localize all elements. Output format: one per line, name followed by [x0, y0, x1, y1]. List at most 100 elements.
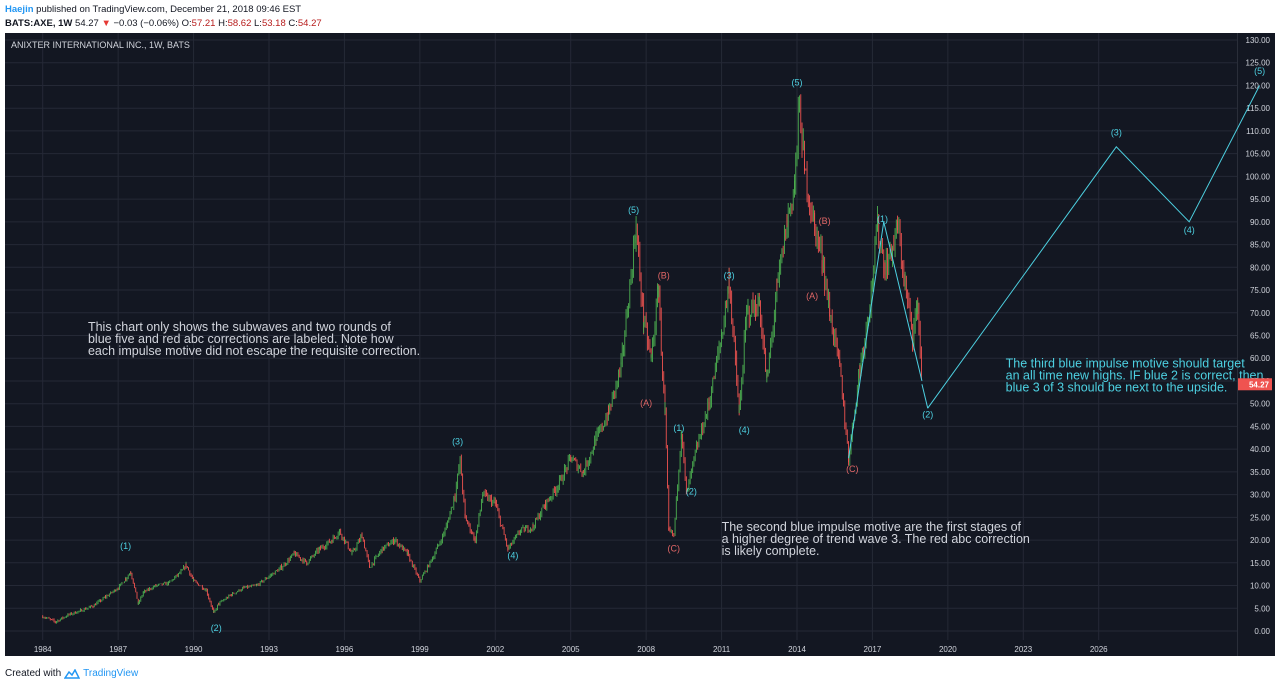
price-change: −0.03 (−0.06%)	[113, 18, 180, 29]
y-tick-label: 0.00	[1254, 627, 1270, 636]
wave-label-red: (B)	[658, 271, 670, 281]
y-tick-label: 75.00	[1250, 286, 1271, 295]
x-tick-label: 2020	[939, 645, 957, 654]
wave-label-red: (C)	[668, 543, 681, 553]
x-tick-label: 2026	[1090, 645, 1108, 654]
annotation-text: The second blue impulse motive are the f…	[722, 520, 1022, 534]
tradingview-brand[interactable]: TradingView	[83, 668, 139, 679]
created-with-text: Created with	[5, 668, 62, 679]
close-value: 54.27	[297, 18, 322, 29]
annotation-text: an all time new highs. IF blue 2 is corr…	[1006, 368, 1264, 382]
wave-label-blue: (5)	[792, 77, 803, 87]
y-tick-label: 105.00	[1246, 150, 1271, 159]
x-tick-label: 2014	[788, 645, 806, 654]
close-label: C:	[288, 18, 298, 29]
wave-label-blue: (4)	[739, 425, 750, 435]
x-tick-label: 2002	[486, 645, 504, 654]
high-label: H:	[218, 18, 228, 29]
price-candles	[42, 94, 922, 624]
x-tick-label: 1996	[336, 645, 354, 654]
y-tick-label: 110.00	[1246, 127, 1270, 136]
wave-label-blue: (2)	[686, 487, 697, 497]
wave-label-blue: (3)	[452, 437, 463, 447]
y-tick-label: 130.00	[1246, 36, 1271, 45]
wave-label-blue: (1)	[877, 214, 888, 224]
open-value: 57.21	[191, 18, 216, 29]
wave-label-red: (A)	[806, 291, 818, 301]
wave-label-blue: (3)	[1111, 127, 1122, 137]
x-tick-label: 2023	[1014, 645, 1032, 654]
y-tick-label: 50.00	[1250, 400, 1271, 409]
annotation-text: each impulse motive did not escape the r…	[88, 344, 420, 358]
author-link[interactable]: Haejin	[5, 4, 34, 15]
low-label: L:	[254, 18, 262, 29]
annotation-text: This chart only shows the subwaves and t…	[88, 320, 391, 334]
y-tick-label: 35.00	[1250, 468, 1271, 477]
price-axis[interactable]	[1237, 33, 1275, 656]
chart-pane[interactable]	[5, 33, 1237, 656]
y-tick-label: 70.00	[1250, 309, 1271, 318]
x-tick-label: 1990	[185, 645, 203, 654]
ohlc-bar: BATS:AXE, 1W 54.27 ▼ −0.03 (−0.06%) O:57…	[5, 18, 322, 29]
open-label: O:	[181, 18, 192, 29]
x-tick-label: 2005	[562, 645, 580, 654]
wave-label-blue: (4)	[507, 550, 518, 560]
annotation-text: The third blue impulse motive should tar…	[1006, 356, 1246, 370]
annotation-text: is likely complete.	[722, 544, 820, 558]
y-tick-label: 120.00	[1246, 81, 1271, 90]
annotation-text: blue 3 of 3 should be next to the upside…	[1006, 380, 1228, 394]
wave-label-blue: (1)	[120, 541, 131, 551]
y-tick-label: 25.00	[1250, 513, 1271, 522]
wave-line	[883, 221, 923, 382]
wave-label-blue: (1)	[673, 423, 684, 433]
wave-label-red: (A)	[640, 398, 652, 408]
projection-connector	[921, 384, 929, 409]
y-tick-label: 10.00	[1250, 582, 1271, 591]
y-tick-label: 5.00	[1254, 604, 1270, 613]
y-tick-label: 90.00	[1250, 218, 1271, 227]
publish-info: Haejin published on TradingView.com, Dec…	[5, 4, 301, 15]
wave-label-blue: (3)	[724, 271, 735, 281]
publish-text: published on TradingView.com, December 2…	[36, 4, 302, 15]
y-tick-label: 40.00	[1250, 445, 1271, 454]
wave-line	[848, 221, 885, 459]
y-tick-label: 15.00	[1250, 559, 1271, 568]
chart-title: ANIXTER INTERNATIONAL INC., 1W, BATS	[11, 40, 190, 50]
y-tick-label: 80.00	[1250, 263, 1271, 272]
low-value: 53.18	[261, 18, 286, 29]
down-arrow-icon: ▼	[101, 18, 111, 29]
y-tick-label: 95.00	[1250, 195, 1271, 204]
y-tick-label: 20.00	[1250, 536, 1271, 545]
x-tick-label: 1987	[109, 645, 127, 654]
projection-line	[927, 85, 1261, 409]
wave-label-blue: (5)	[628, 205, 639, 215]
wave-label-red: (B)	[819, 216, 831, 226]
wave-label-red: (C)	[846, 464, 859, 474]
annotation-text: a higher degree of trend wave 3. The red…	[722, 532, 1030, 546]
last-price-tag-label: 54.27	[1249, 380, 1270, 389]
tradingview-logo-icon	[64, 668, 81, 679]
wave-label-blue: (5)	[1254, 66, 1265, 76]
y-tick-label: 115.00	[1246, 104, 1270, 113]
x-tick-label: 1999	[411, 645, 429, 654]
time-axis[interactable]	[5, 640, 1237, 656]
footer: Created with TradingView	[5, 668, 138, 679]
y-tick-label: 30.00	[1250, 491, 1271, 500]
y-tick-label: 45.00	[1250, 422, 1271, 431]
x-tick-label: 2011	[713, 645, 731, 654]
annotation-text: blue five and red abc corrections are la…	[88, 332, 395, 346]
symbol-label: BATS:AXE, 1W	[5, 18, 73, 29]
wave-label-blue: (2)	[922, 409, 933, 419]
x-tick-label: 1993	[260, 645, 278, 654]
y-tick-label: 100.00	[1246, 172, 1271, 181]
x-tick-label: 1984	[34, 645, 52, 654]
x-tick-label: 2017	[864, 645, 882, 654]
high-value: 58.62	[227, 18, 252, 29]
y-tick-label: 85.00	[1250, 241, 1271, 250]
y-tick-label: 125.00	[1246, 59, 1271, 68]
last-price-tag	[1238, 378, 1272, 391]
y-tick-label: 60.00	[1250, 354, 1271, 363]
y-tick-label: 65.00	[1250, 332, 1271, 341]
wave-label-blue: (2)	[211, 623, 222, 633]
